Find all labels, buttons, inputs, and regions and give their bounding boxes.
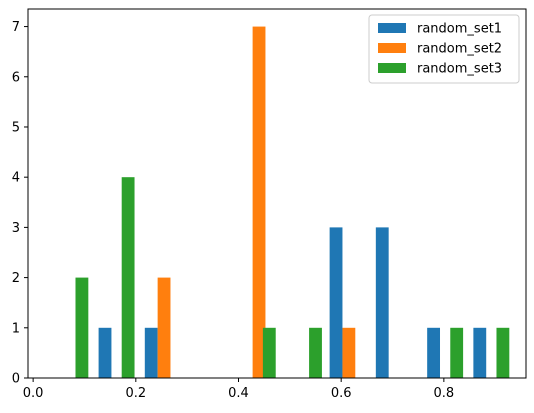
axes-frame: [27, 8, 527, 379]
legend-swatch-3: [378, 63, 406, 73]
legend-swatch-1: [378, 23, 406, 33]
bars-layer: [75, 26, 510, 378]
x-tick-label: 0.0: [23, 386, 44, 401]
bar-series-1-3: [329, 227, 343, 378]
y-tick-label: 0: [12, 372, 20, 387]
bar-series-2-1: [157, 277, 171, 378]
bar-series-3-5: [450, 327, 464, 378]
y-axis-ticks: 0 1 2 3 4 5 6 7: [12, 20, 28, 387]
bar-series-2-2: [252, 26, 266, 378]
legend-label-2: random_set2: [417, 42, 502, 57]
legend: random_set1 random_set2 random_set3: [368, 14, 520, 84]
bar-series-3-6: [496, 327, 510, 378]
bar-series-1-6: [473, 327, 487, 378]
y-tick-label: 4: [12, 171, 20, 186]
bar-series-3-2: [121, 177, 135, 378]
bar-series-3-4: [309, 327, 322, 378]
legend-label-1: random_set1: [417, 22, 502, 37]
x-tick-label: 0.8: [434, 386, 455, 401]
bar-series-3-1: [75, 277, 89, 378]
y-tick-label: 6: [12, 70, 20, 85]
x-tick-label: 0.2: [125, 386, 146, 401]
y-tick-label: 2: [12, 271, 20, 286]
bar-series-1-5: [427, 327, 441, 378]
y-tick-label: 3: [12, 221, 20, 236]
legend-box: [368, 14, 520, 84]
legend-swatch-2: [378, 43, 406, 53]
bar-series-1-4: [375, 227, 389, 378]
bar-series-3-3: [262, 327, 276, 378]
bar-series-2-3: [342, 327, 356, 378]
legend-label-3: random_set3: [417, 62, 502, 77]
x-tick-label: 0.4: [228, 386, 249, 401]
x-axis-ticks: 0.0 0.2 0.4 0.6 0.8: [23, 378, 454, 401]
x-tick-label: 0.6: [331, 386, 352, 401]
bar-series-1-1: [98, 327, 112, 378]
y-tick-label: 7: [12, 20, 20, 35]
y-tick-label: 5: [12, 120, 20, 135]
y-tick-label: 1: [12, 321, 20, 336]
bar-series-1-2: [144, 327, 158, 378]
